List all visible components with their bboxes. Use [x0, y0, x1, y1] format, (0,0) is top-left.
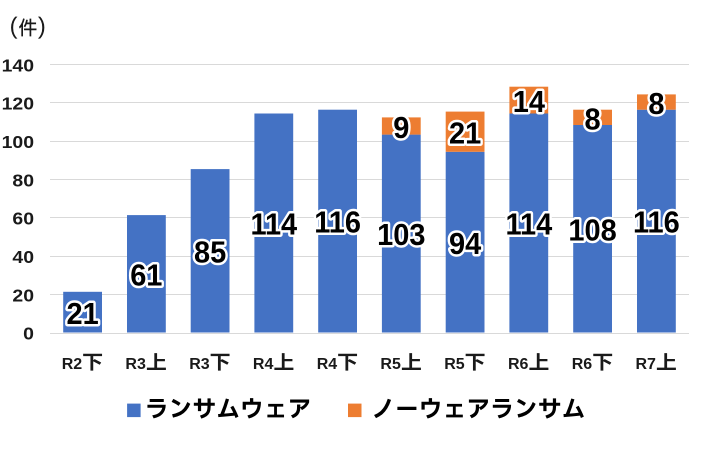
svg-text:20: 20: [12, 285, 34, 305]
svg-text:21: 21: [449, 117, 481, 151]
svg-text:120: 120: [2, 94, 35, 114]
svg-text:R6: R6: [572, 356, 593, 373]
svg-text:108: 108: [568, 214, 616, 248]
svg-text:60: 60: [12, 209, 34, 229]
svg-text:R5: R5: [380, 356, 401, 373]
svg-text:0: 0: [23, 324, 34, 344]
svg-text:R2: R2: [62, 356, 83, 373]
svg-text:R4: R4: [253, 356, 274, 373]
svg-text:61: 61: [130, 259, 162, 293]
svg-text:R7: R7: [636, 356, 657, 373]
svg-text:114: 114: [506, 208, 553, 242]
svg-text:9: 9: [393, 111, 409, 145]
svg-text:R6: R6: [508, 356, 529, 373]
svg-text:R5: R5: [444, 356, 465, 373]
svg-text:R4: R4: [317, 356, 338, 373]
svg-text:8: 8: [585, 103, 601, 137]
svg-text:114: 114: [250, 208, 297, 242]
svg-text:21: 21: [66, 297, 98, 331]
svg-text:R3: R3: [125, 356, 146, 373]
svg-text:103: 103: [377, 219, 425, 253]
svg-text:140: 140: [2, 55, 35, 75]
svg-text:40: 40: [12, 247, 34, 267]
svg-text:14: 14: [513, 85, 546, 119]
svg-text:R3: R3: [189, 356, 210, 373]
svg-text:8: 8: [648, 87, 664, 121]
svg-text:85: 85: [194, 236, 226, 270]
svg-text:80: 80: [12, 170, 34, 190]
svg-text:100: 100: [2, 132, 35, 152]
svg-text:116: 116: [314, 206, 361, 240]
svg-text:94: 94: [449, 227, 482, 261]
svg-text:116: 116: [633, 206, 680, 240]
